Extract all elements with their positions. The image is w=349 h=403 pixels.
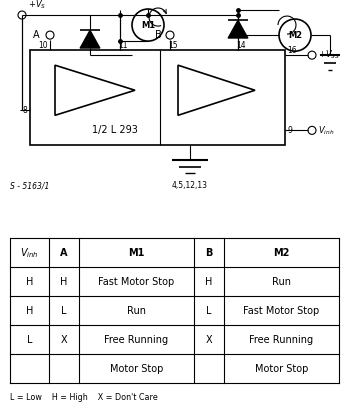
Text: 9: 9 xyxy=(287,126,292,135)
Text: Free Running: Free Running xyxy=(104,335,169,345)
Text: L = Low    H = High    X = Don't Care: L = Low H = High X = Don't Care xyxy=(10,393,158,403)
Text: M1: M1 xyxy=(141,21,155,29)
Text: H: H xyxy=(26,277,33,287)
Text: Motor Stop: Motor Stop xyxy=(255,364,308,374)
Text: $+V_{SS}$: $+V_{SS}$ xyxy=(318,49,340,61)
Text: 11: 11 xyxy=(118,41,127,50)
Text: 4,5,12,13: 4,5,12,13 xyxy=(172,181,208,189)
Text: $V_{inh}$: $V_{inh}$ xyxy=(318,124,334,137)
Text: H: H xyxy=(26,306,33,316)
Text: 1/2 L 293: 1/2 L 293 xyxy=(92,125,138,135)
Text: A: A xyxy=(60,247,68,258)
Text: Fast Motor Stop: Fast Motor Stop xyxy=(243,306,319,316)
Text: M1: M1 xyxy=(128,247,144,258)
Text: X: X xyxy=(206,335,212,345)
Text: M2: M2 xyxy=(288,31,302,39)
Text: Run: Run xyxy=(127,306,146,316)
Text: B: B xyxy=(205,247,213,258)
Text: A: A xyxy=(34,30,40,40)
Text: M2: M2 xyxy=(273,247,290,258)
Text: $V_{inh}$: $V_{inh}$ xyxy=(20,246,39,260)
Text: Fast Motor Stop: Fast Motor Stop xyxy=(98,277,174,287)
Text: H: H xyxy=(205,277,213,287)
Text: L: L xyxy=(206,306,211,316)
Text: S - 5163/1: S - 5163/1 xyxy=(10,181,49,190)
Text: 15: 15 xyxy=(168,41,178,50)
Text: 16: 16 xyxy=(287,46,297,55)
Text: X: X xyxy=(61,335,67,345)
Text: 8: 8 xyxy=(22,106,27,115)
Bar xyxy=(30,50,285,145)
Text: B: B xyxy=(155,30,162,40)
Polygon shape xyxy=(228,20,248,38)
Text: Run: Run xyxy=(272,277,291,287)
Text: $+V_S$: $+V_S$ xyxy=(28,0,46,11)
Text: H: H xyxy=(60,277,68,287)
Polygon shape xyxy=(80,30,100,48)
Text: 10: 10 xyxy=(38,41,48,50)
Text: 14: 14 xyxy=(236,41,246,50)
Text: Motor Stop: Motor Stop xyxy=(110,364,163,374)
Text: Free Running: Free Running xyxy=(249,335,313,345)
Text: L: L xyxy=(27,335,32,345)
Text: L: L xyxy=(61,306,67,316)
